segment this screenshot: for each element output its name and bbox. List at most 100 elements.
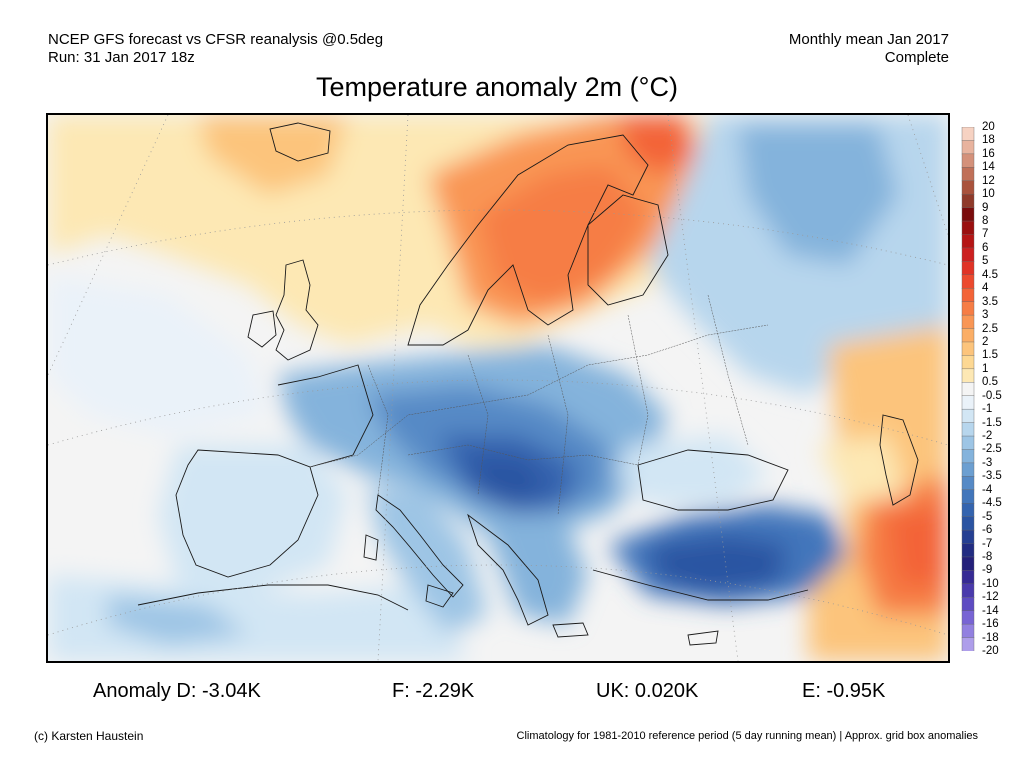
colorbar-label: -2: [982, 430, 993, 443]
borders: [309, 294, 769, 516]
colorbar-cell: [961, 207, 975, 222]
colorbar-label: -3: [982, 456, 993, 469]
colorbar-cell: [961, 503, 975, 518]
header-left: NCEP GFS forecast vs CFSR reanalysis @0.…: [48, 31, 383, 67]
colorbar-cell: [961, 193, 975, 209]
map-title: Temperature anomaly 2m (°C): [316, 72, 678, 102]
colorbar-cell: [961, 261, 975, 276]
colorbar-cell: [961, 462, 975, 477]
colorbar-label: -4.5: [982, 497, 1002, 510]
colorbar-label: 2: [982, 335, 989, 348]
anomaly-map: [46, 113, 950, 663]
colorbar-label: -16: [982, 618, 999, 631]
colorbar-label: -7: [982, 537, 993, 550]
colorbar-label: 0.5: [982, 376, 998, 389]
colorbar-cell: [961, 623, 975, 639]
anomaly-france: F: -2.29K: [392, 680, 475, 702]
colorbar-label: 20: [982, 121, 995, 133]
colorbar-cell: [961, 288, 975, 303]
anomaly-europe: E: -0.95K: [802, 680, 886, 702]
colorbar-label: 6: [982, 241, 989, 254]
colorbar-label: 10: [982, 188, 995, 201]
colorbar-label: -9: [982, 564, 993, 577]
run-time: Run: 31 Jan 2017 18z: [48, 49, 195, 66]
colorbar-cell: [961, 220, 975, 235]
regional-anomalies: Anomaly D: -3.04K F: -2.29K UK: 0.020K E…: [0, 680, 1024, 706]
anomaly-field: [48, 115, 948, 661]
colorbar: [961, 127, 975, 651]
colorbar-cell: [961, 127, 975, 141]
colorbar-label: 1.5: [982, 349, 998, 362]
coastlines: [137, 122, 919, 646]
colorbar-label: 9: [982, 201, 989, 214]
colorbar-label: 8: [982, 215, 989, 228]
colorbar-label: 1: [982, 362, 989, 375]
colorbar-cell: [961, 341, 975, 356]
colorbar-cell: [961, 476, 975, 491]
colorbar-label: -1: [982, 403, 993, 416]
colorbar-label: -4: [982, 483, 993, 496]
colorbar-label: -20: [982, 645, 999, 657]
colorbar-cell: [961, 382, 975, 397]
colorbar-cell: [961, 597, 975, 612]
colorbar-label: -12: [982, 591, 999, 604]
colorbar-label: -6: [982, 524, 993, 537]
anomaly-germany: Anomaly D: -3.04K: [93, 680, 261, 702]
colorbar-cell: [961, 234, 975, 249]
colorbar-cell: [961, 301, 975, 316]
period-label: Monthly mean Jan 2017: [788, 31, 949, 48]
model-description: NCEP GFS forecast vs CFSR reanalysis @0.…: [48, 31, 384, 48]
colorbar-cell: [961, 355, 975, 370]
colorbar-cell: [961, 153, 975, 168]
credit: (c) Karsten Haustein: [34, 729, 144, 743]
colorbar-label: 7: [982, 228, 989, 241]
colorbar-cell: [961, 637, 975, 651]
graticule: [48, 115, 948, 661]
colorbar-label: -3.5: [982, 470, 1002, 483]
colorbar-cell: [961, 556, 975, 571]
colorbar-label: -18: [982, 631, 999, 644]
colorbar-cell: [961, 529, 975, 545]
colorbar-cell: [961, 435, 975, 450]
map-canvas: [48, 115, 948, 661]
colorbar-label: -10: [982, 577, 999, 590]
colorbar-cell: [961, 328, 975, 343]
status-label: Complete: [884, 49, 949, 66]
colorbar-label: 16: [982, 147, 995, 160]
colorbar-label: 4.5: [982, 268, 998, 281]
colorbar-cell: [961, 140, 975, 155]
colorbar-label: -5: [982, 510, 993, 523]
colorbar-cell: [961, 167, 975, 182]
colorbar-label: 5: [982, 255, 989, 268]
colorbar-cell: [961, 583, 975, 598]
colorbar-cell: [961, 274, 975, 289]
colorbar-cell: [961, 422, 975, 437]
colorbar-cell: [961, 368, 975, 383]
colorbar-cell: [961, 180, 975, 195]
colorbar-label: -0.5: [982, 389, 1002, 402]
colorbar-label: 3: [982, 309, 989, 322]
climatology-note: Climatology for 1981-2010 reference peri…: [516, 730, 978, 742]
anomaly-uk: UK: 0.020K: [596, 680, 699, 702]
colorbar-cell: [961, 489, 975, 504]
colorbar-cell: [961, 247, 975, 262]
colorbar-cell: [961, 408, 975, 424]
colorbar-label: 18: [982, 134, 995, 147]
colorbar-label: 2.5: [982, 322, 998, 335]
colorbar-cell: [961, 610, 975, 625]
colorbar-labels: 20 18 16 14 12 10 9 8 7 6 5 4.5 4 3.5 3 2.5 2 1.5 1 0.5 -0.5…: [982, 121, 1022, 657]
colorbar-label: -14: [982, 604, 999, 617]
colorbar-cell: [961, 395, 975, 410]
colorbar-cell: [961, 570, 975, 585]
colorbar-cell: [961, 516, 975, 531]
colorbar-cell: [961, 449, 975, 464]
colorbar-label: -2.5: [982, 443, 1002, 456]
colorbar-label: 3.5: [982, 295, 998, 308]
colorbar-label: 12: [982, 174, 995, 187]
colorbar-label: 4: [982, 282, 989, 295]
colorbar-label: 14: [982, 161, 995, 174]
colorbar-label: -8: [982, 550, 993, 563]
colorbar-cell: [961, 543, 975, 558]
colorbar-label: -1.5: [982, 416, 1002, 429]
colorbar-cell: [961, 314, 975, 330]
